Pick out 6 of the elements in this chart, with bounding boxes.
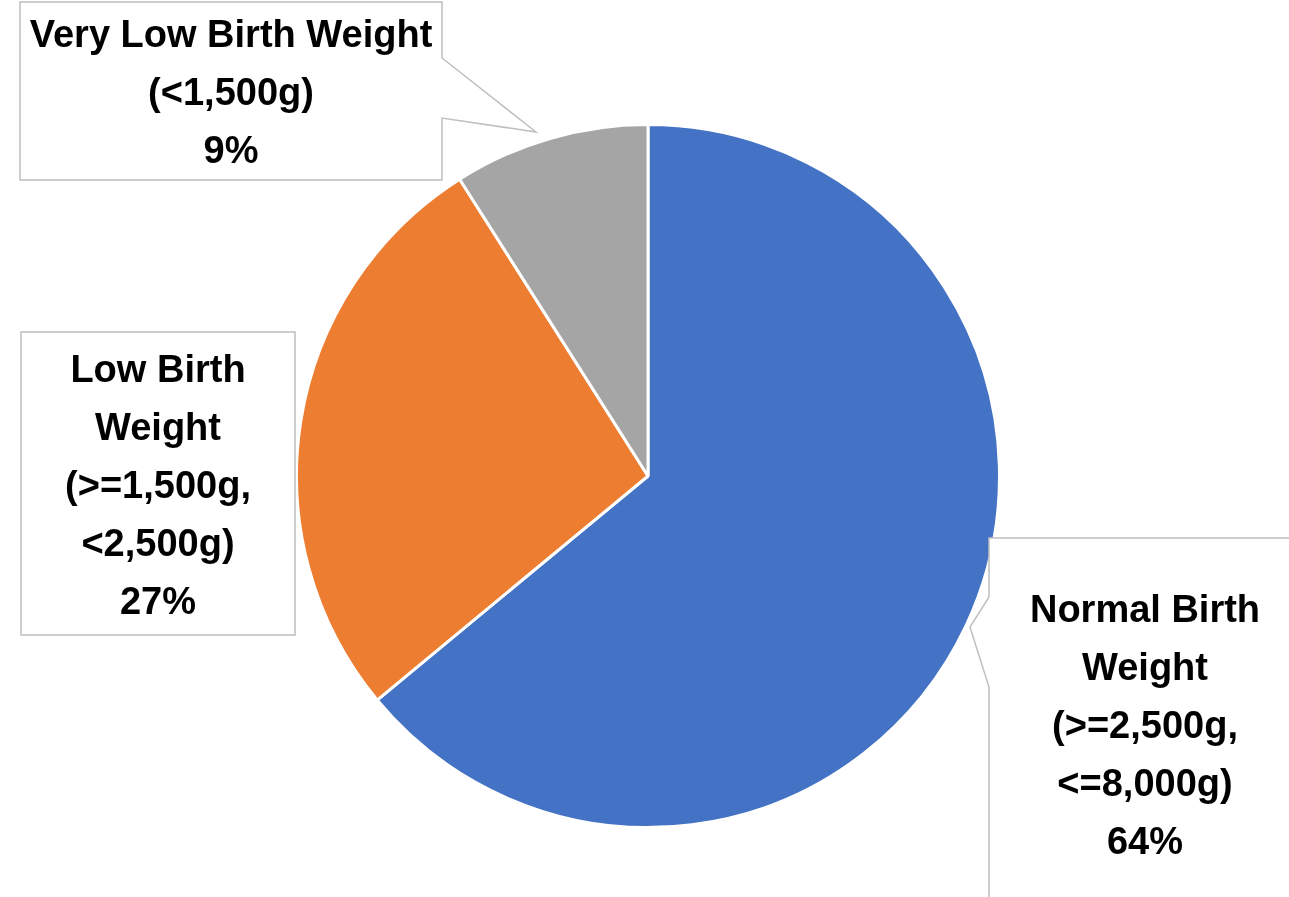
data-label: 27%	[119, 579, 197, 622]
slice-label: Normal Birth Weight (>=2,500g, <=8,000g)	[1029, 588, 1261, 805]
data-label: 64%	[1106, 820, 1184, 863]
data-label: 9%	[203, 129, 259, 172]
slice-label: Very Low Birth Weight (<1,500g)	[29, 13, 433, 114]
slice-label: Low Birth Weight (>=1,500g, <2,500g)	[65, 347, 251, 564]
